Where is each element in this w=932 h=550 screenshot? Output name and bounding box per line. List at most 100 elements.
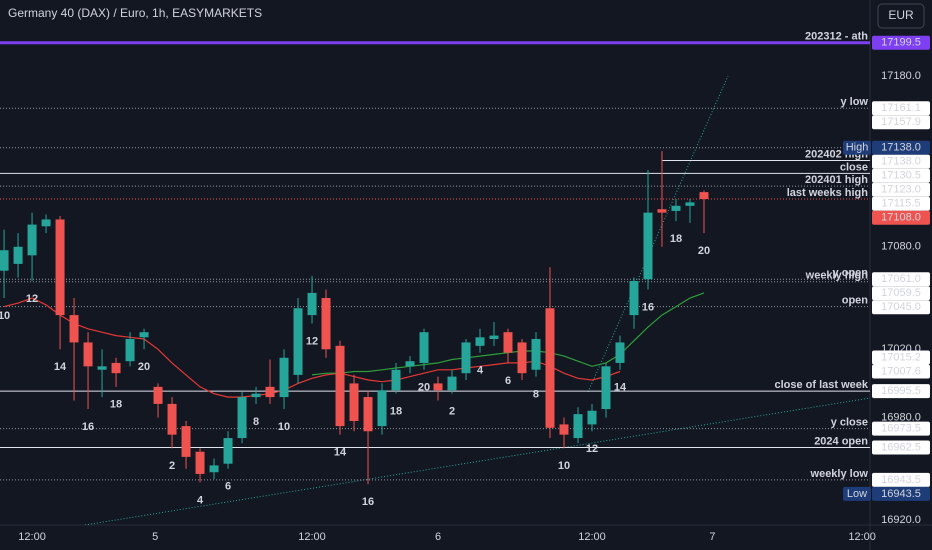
candle-body (139, 332, 149, 338)
level-label: y open (833, 267, 869, 279)
candle-body (615, 342, 625, 363)
hour-label: 16 (362, 496, 374, 508)
candle-body (251, 393, 261, 398)
price-tag (872, 140, 930, 155)
hour-label: 14 (334, 447, 347, 459)
candle-body (181, 426, 191, 457)
candle-body (559, 424, 569, 435)
x-tick-label: 6 (435, 531, 441, 543)
trendlines (84, 75, 870, 525)
price-tag-label: 17108.0 (881, 212, 921, 224)
price-tag-label: 17123.0 (881, 184, 921, 196)
price-tag-label: 17007.6 (881, 365, 921, 377)
price-tag (872, 196, 930, 211)
candle-body (97, 366, 107, 370)
candle-body (0, 250, 9, 271)
candle-body (699, 192, 709, 199)
candle-body (293, 308, 303, 375)
hour-label: 18 (390, 406, 402, 418)
candle-body (461, 342, 471, 374)
price-tag-label: 16973.5 (881, 423, 921, 435)
y-tick-label: 17080.0 (881, 241, 921, 253)
hour-label: 12 (586, 443, 598, 455)
hour-label: 2 (449, 406, 455, 418)
price-tag-label: 17059.5 (881, 287, 921, 299)
price-tag-label: 17045.0 (881, 301, 921, 313)
candle-body (363, 397, 373, 432)
hour-label: 10 (558, 460, 570, 472)
currency-label[interactable]: EUR (888, 8, 914, 22)
price-tag-label: 16995.5 (881, 385, 921, 397)
x-tick-label: 5 (152, 531, 158, 543)
level-label: 2024 open (814, 435, 868, 447)
candle-body (531, 339, 541, 370)
level-label: weekly high (805, 270, 869, 282)
candle-body (573, 414, 583, 439)
hour-label: 12 (306, 336, 318, 348)
level-label: last weeks high (787, 187, 869, 199)
price-tag (872, 182, 930, 197)
candle-body (601, 366, 611, 410)
candle-body (69, 315, 79, 343)
y-tick-label: 16980.0 (881, 411, 921, 423)
x-tick-label: 12:00 (578, 531, 606, 543)
candles: 10 12 14 16 18 20 2 4 6 8 10 12 14 16 18 20 2 4 6 8 10 12 14 16… (0, 151, 710, 508)
level-label: y low (840, 96, 868, 108)
candle-body (405, 361, 415, 367)
price-tag (872, 115, 930, 130)
candle-body (83, 342, 93, 367)
level-label: close (840, 161, 868, 173)
candle-body (433, 383, 443, 391)
price-tags: 17199.5 17161.1 17157.9 17138.0 High 17138.0 1… (843, 35, 930, 501)
price-tag (872, 350, 930, 365)
level-label: y close (831, 417, 868, 429)
level-label: weekly low (810, 468, 869, 480)
hour-label: 10 (278, 421, 290, 433)
candle-body (475, 337, 485, 346)
moving-average (3, 297, 621, 398)
candle-body (167, 403, 177, 435)
candle-body (111, 362, 121, 374)
trendline (587, 75, 729, 393)
price-tag (872, 421, 930, 436)
price-tag-label: 17138.0 (881, 142, 921, 154)
price-tag-label: 16962.5 (881, 441, 921, 453)
level-label: close of last week (774, 379, 868, 391)
price-tag-label: 17199.5 (881, 37, 921, 49)
price-tag-label: 16943.5 (881, 474, 921, 486)
hour-label: 20 (138, 361, 150, 373)
candle-body (447, 376, 457, 391)
candle-body (629, 280, 639, 316)
candle-body (195, 451, 205, 474)
x-tick-label: 12:00 (848, 531, 876, 543)
candle-body (335, 345, 345, 427)
hour-label: 16 (642, 301, 654, 313)
price-tag (872, 168, 930, 183)
hour-label: 6 (225, 481, 231, 493)
candle-body (685, 202, 695, 206)
hour-label: 10 (0, 310, 10, 322)
hour-label: 14 (54, 361, 67, 373)
badge (843, 140, 871, 155)
currency-button[interactable] (877, 3, 925, 29)
price-tag-label: 17130.5 (881, 170, 921, 182)
level-label: 202312 - ath (805, 31, 868, 43)
hour-label: 18 (670, 233, 682, 245)
price-tag-label: 17157.9 (881, 116, 921, 128)
price-tag (872, 101, 930, 116)
candle-body (279, 357, 289, 398)
candle-body (321, 298, 331, 350)
candle-body (125, 339, 135, 362)
price-tag (872, 154, 930, 169)
candle-body (223, 438, 233, 464)
price-tag (872, 272, 930, 287)
candle-body (503, 332, 513, 353)
price-tag (872, 210, 930, 225)
hour-label: 2 (169, 460, 175, 472)
candle-body (377, 390, 387, 427)
price-tag (872, 472, 930, 487)
x-tick-label: 7 (709, 531, 715, 543)
